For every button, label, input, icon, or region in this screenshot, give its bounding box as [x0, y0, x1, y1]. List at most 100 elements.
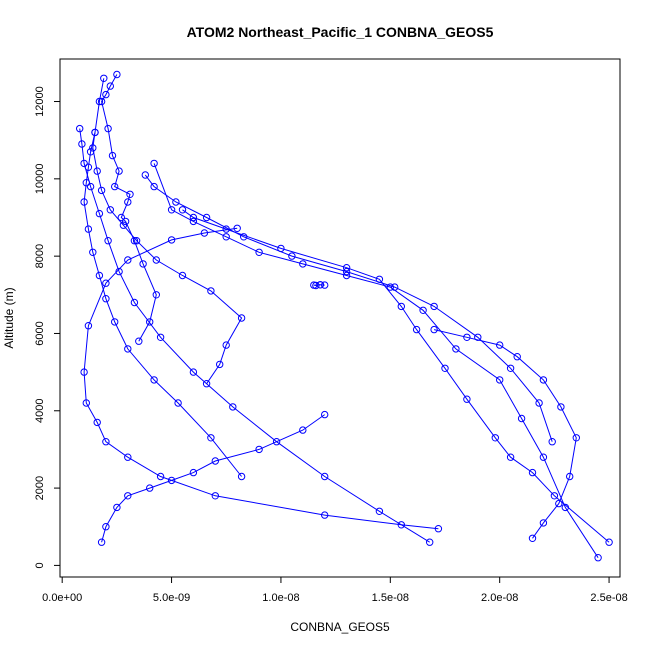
data-point: [189, 468, 198, 477]
series-line: [101, 74, 157, 342]
data-point: [216, 360, 224, 369]
data-point: [95, 209, 104, 218]
data-point: [93, 167, 101, 175]
data-point: [557, 403, 565, 411]
data-point: [430, 325, 438, 334]
data-point: [115, 167, 123, 175]
series-line: [79, 128, 430, 543]
series-line: [101, 414, 325, 543]
data-point: [375, 507, 384, 515]
data-point: [111, 182, 119, 191]
x-axis-label: CONBNA_GEOS5: [290, 620, 390, 634]
x-tick-label: 5.0e-09: [153, 592, 190, 604]
data-point: [100, 74, 108, 83]
series-line: [182, 209, 610, 543]
data-point: [102, 438, 110, 446]
data-point: [517, 414, 526, 423]
data-point: [150, 376, 158, 384]
data-point: [342, 271, 351, 280]
data-point: [84, 322, 93, 330]
data-point: [121, 217, 130, 226]
series-line: [83, 227, 439, 530]
data-point: [102, 90, 110, 99]
y-tick-label: 8000: [34, 244, 46, 268]
data-point: [91, 128, 99, 137]
data-point: [141, 171, 150, 179]
data-point: [572, 434, 580, 442]
data-point: [97, 97, 106, 106]
data-point: [189, 217, 198, 226]
data-point: [342, 264, 351, 272]
data-point: [124, 256, 132, 264]
data-point: [93, 418, 101, 427]
data-point: [255, 445, 263, 454]
chart-title: ATOM2 Northeast_Pacific_1 CONBNA_GEOS5: [187, 24, 494, 40]
data-point: [102, 295, 110, 303]
data-point: [139, 260, 147, 268]
data-point: [146, 484, 154, 492]
data-point: [555, 499, 563, 508]
data-point: [605, 538, 613, 546]
data-point: [237, 472, 246, 481]
data-point: [342, 267, 351, 276]
x-tick-label: 1.0e-08: [262, 592, 299, 604]
data-point: [108, 151, 117, 160]
data-point: [80, 198, 88, 206]
data-point: [539, 376, 548, 384]
data-point: [84, 225, 93, 233]
series-line: [433, 329, 577, 539]
data-point: [80, 159, 88, 168]
data-point: [189, 213, 198, 222]
data-point: [566, 472, 574, 481]
data-point: [528, 468, 537, 477]
data-point: [102, 279, 110, 287]
data-point: [434, 525, 443, 533]
x-tick-label: 2.0e-08: [481, 592, 518, 604]
data-point: [113, 503, 121, 512]
x-axis: 0.0e+00 5.0e-09 1.0e-08 1.5e-08 2.0e-08 2.5e-…: [42, 576, 628, 604]
data-point: [496, 341, 504, 349]
data-point: [124, 492, 132, 500]
data-point: [115, 267, 123, 276]
data-point: [496, 376, 504, 384]
data-point: [321, 410, 329, 419]
data-point: [126, 190, 134, 199]
data-point: [106, 206, 115, 214]
y-axis: 0 2000 4000 6000 8000 10000 12000: [34, 86, 61, 568]
data-point: [211, 457, 220, 465]
data-point: [167, 236, 176, 244]
data-point: [535, 399, 543, 407]
data-point: [104, 124, 112, 133]
plot-frame: [59, 58, 621, 578]
data-point: [391, 283, 399, 291]
data-point: [222, 233, 230, 241]
data-point: [106, 82, 115, 90]
data-point: [86, 182, 95, 191]
y-tick-label: 2000: [34, 476, 46, 500]
data-point: [463, 333, 471, 341]
data-point: [397, 521, 405, 529]
y-tick-label: 4000: [34, 399, 46, 423]
data-point: [89, 144, 97, 152]
data-point: [113, 70, 121, 79]
data-point: [463, 395, 471, 403]
data-point: [167, 476, 176, 485]
data-point: [513, 353, 521, 361]
data-point: [174, 399, 182, 407]
y-tick-label: 6000: [34, 321, 46, 345]
x-tick-label: 2.5e-08: [590, 592, 627, 604]
data-point: [89, 248, 97, 257]
data-point: [255, 248, 263, 257]
data-point: [130, 298, 139, 307]
x-tick-label: 0.0e+00: [42, 592, 82, 604]
data-point: [156, 333, 165, 341]
data-point: [178, 206, 187, 214]
data-point: [167, 206, 176, 214]
data-point: [97, 186, 106, 195]
series-line: [153, 163, 599, 558]
data-point: [412, 325, 421, 334]
data-point: [550, 492, 559, 500]
data-point: [506, 453, 515, 461]
data-point: [426, 538, 434, 546]
